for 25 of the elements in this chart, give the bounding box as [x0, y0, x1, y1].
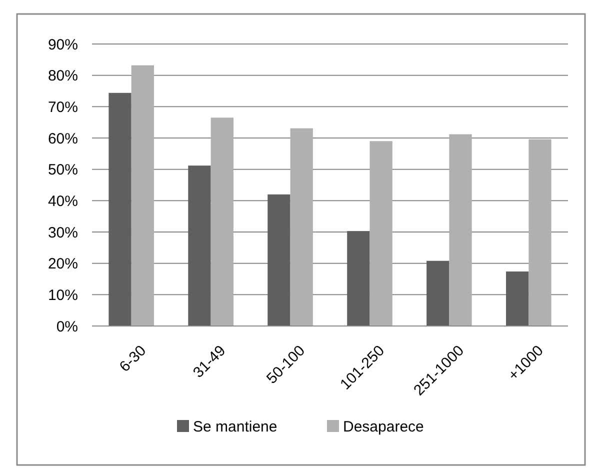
bar	[210, 118, 234, 326]
bar	[290, 128, 313, 326]
y-tick-label: 50%	[48, 162, 78, 179]
bar	[268, 194, 290, 326]
bar	[370, 141, 392, 326]
y-tick-label: 20%	[48, 256, 78, 273]
bar	[426, 260, 450, 326]
y-tick-label: 70%	[48, 98, 78, 116]
y-tick-label: 0%	[56, 318, 78, 336]
y-tick-label: 90%	[48, 36, 78, 54]
y-tick-label: 80%	[48, 68, 78, 85]
y-tick-label: 30%	[48, 224, 78, 242]
bar	[347, 231, 370, 326]
bar	[506, 271, 529, 326]
legend-label: Se mantiene	[193, 418, 278, 436]
y-tick-label: 40%	[48, 192, 78, 210]
legend-label: Desaparece	[343, 418, 424, 436]
bar	[528, 139, 552, 326]
y-tick-label: 10%	[48, 286, 78, 304]
bar	[131, 65, 154, 326]
bar	[108, 92, 132, 326]
bar	[188, 166, 211, 326]
x-tick-label: 6-30	[116, 342, 150, 376]
y-tick-label: 60%	[48, 130, 78, 148]
bar	[449, 134, 472, 326]
